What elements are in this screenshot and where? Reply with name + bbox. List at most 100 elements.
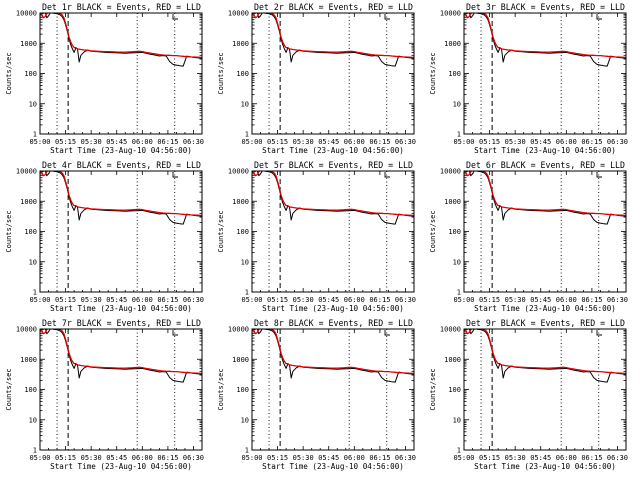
y-tick-label: 1000 bbox=[232, 356, 249, 364]
x-tick-label: 06:00 bbox=[132, 138, 153, 146]
interval-marker bbox=[172, 330, 179, 336]
x-tick-label: 05:30 bbox=[293, 296, 314, 304]
x-axis-label: Start Time (23-Aug-10 04:56:00) bbox=[50, 462, 192, 471]
x-axis-label: Start Time (23-Aug-10 04:56:00) bbox=[50, 146, 192, 155]
y-axis-label: Counts/sec bbox=[217, 210, 225, 252]
y-tick-label: 100 bbox=[236, 386, 249, 394]
lld-series-line bbox=[464, 329, 626, 375]
x-tick-label: 05:45 bbox=[530, 138, 551, 146]
y-tick-label: 1 bbox=[245, 447, 249, 455]
lld-series-line bbox=[252, 329, 414, 375]
lld-series-line bbox=[464, 13, 626, 59]
panel-title: Det 8r BLACK = Events, RED = LLD bbox=[254, 319, 413, 329]
x-tick-label: 05:45 bbox=[530, 454, 551, 462]
series-group bbox=[40, 171, 202, 225]
x-tick-label: 06:30 bbox=[183, 454, 204, 462]
x-tick-label: 05:15 bbox=[55, 296, 76, 304]
y-tick-label: 1000 bbox=[20, 356, 37, 364]
x-tick-label: 05:45 bbox=[106, 296, 127, 304]
y-tick-label: 10 bbox=[29, 100, 37, 108]
x-tick-label: 06:00 bbox=[132, 296, 153, 304]
y-tick-label: 10 bbox=[29, 416, 37, 424]
y-tick-label: 10 bbox=[453, 100, 461, 108]
x-tick-label: 05:15 bbox=[55, 138, 76, 146]
x-tick-label: 06:15 bbox=[157, 296, 178, 304]
x-tick-label: 05:30 bbox=[293, 454, 314, 462]
panel-title: Det 9r BLACK = Events, RED = LLD bbox=[466, 319, 625, 329]
x-tick-label: 06:00 bbox=[556, 296, 577, 304]
x-tick-label: 06:15 bbox=[581, 138, 602, 146]
x-tick-label: 06:30 bbox=[183, 138, 204, 146]
x-axis-label: Start Time (23-Aug-10 04:56:00) bbox=[50, 304, 192, 313]
series-group bbox=[464, 13, 626, 67]
y-tick-label: 1000 bbox=[232, 40, 249, 48]
x-tick-label: 05:00 bbox=[29, 138, 50, 146]
detector-panel: 1 10 100 1000 10000 05:00 05:15 05:30 05:45 06:00… bbox=[429, 161, 628, 313]
series-group bbox=[252, 13, 414, 67]
y-tick-label: 10000 bbox=[16, 10, 37, 18]
interval-marker bbox=[596, 172, 603, 178]
x-tick-label: 05:00 bbox=[29, 454, 50, 462]
x-axis-label: Start Time (23-Aug-10 04:56:00) bbox=[262, 146, 404, 155]
x-tick-label: 06:00 bbox=[344, 454, 365, 462]
x-tick-label: 05:45 bbox=[106, 138, 127, 146]
y-tick-label: 100 bbox=[448, 228, 461, 236]
y-tick-label: 10 bbox=[453, 258, 461, 266]
x-axis-label: Start Time (23-Aug-10 04:56:00) bbox=[474, 304, 616, 313]
y-tick-label: 10 bbox=[241, 258, 249, 266]
x-tick-label: 05:45 bbox=[318, 296, 339, 304]
plot-frame bbox=[463, 170, 627, 293]
interval-marker bbox=[596, 330, 603, 336]
y-axis-label: Counts/sec bbox=[429, 210, 437, 252]
x-tick-label: 05:00 bbox=[241, 454, 262, 462]
x-tick-label: 05:15 bbox=[479, 138, 500, 146]
x-tick-label: 05:00 bbox=[29, 296, 50, 304]
y-tick-label: 10000 bbox=[16, 326, 37, 334]
y-tick-label: 1000 bbox=[232, 198, 249, 206]
x-tick-label: 05:30 bbox=[505, 138, 526, 146]
y-tick-label: 100 bbox=[236, 70, 249, 78]
y-tick-label: 1000 bbox=[20, 198, 37, 206]
detector-panel: 1 10 100 1000 10000 05:00 05:15 05:30 05:45 06:00… bbox=[429, 3, 628, 155]
lld-series-line bbox=[40, 13, 202, 59]
plot-frame bbox=[251, 170, 415, 293]
y-axis-label: Counts/sec bbox=[5, 368, 13, 410]
plot-frame bbox=[251, 12, 415, 135]
lld-series-line bbox=[40, 329, 202, 375]
y-axis-label: Counts/sec bbox=[217, 52, 225, 94]
x-tick-label: 06:15 bbox=[369, 454, 390, 462]
y-tick-label: 10 bbox=[241, 100, 249, 108]
x-tick-label: 05:00 bbox=[453, 138, 474, 146]
panel-title: Det 4r BLACK = Events, RED = LLD bbox=[42, 161, 201, 171]
y-tick-label: 10000 bbox=[16, 168, 37, 176]
series-group bbox=[464, 171, 626, 225]
plot-frame bbox=[39, 170, 203, 293]
detector-panel: 1 10 100 1000 10000 05:00 05:15 05:30 05:45 06:00… bbox=[5, 319, 204, 471]
series-group bbox=[40, 13, 202, 67]
series-group bbox=[252, 171, 414, 225]
x-tick-label: 06:00 bbox=[556, 138, 577, 146]
y-tick-label: 10000 bbox=[440, 168, 461, 176]
y-tick-label: 10000 bbox=[228, 10, 249, 18]
x-tick-label: 06:30 bbox=[395, 138, 416, 146]
y-axis-label: Counts/sec bbox=[217, 368, 225, 410]
interval-marker bbox=[596, 14, 603, 20]
x-tick-label: 05:00 bbox=[453, 296, 474, 304]
lld-series-line bbox=[40, 171, 202, 217]
y-tick-label: 1 bbox=[33, 289, 37, 297]
x-tick-label: 06:30 bbox=[607, 454, 628, 462]
plot-frame bbox=[463, 12, 627, 135]
interval-marker bbox=[172, 172, 179, 178]
panel-title: Det 7r BLACK = Events, RED = LLD bbox=[42, 319, 201, 329]
panel-title: Det 6r BLACK = Events, RED = LLD bbox=[466, 161, 625, 171]
detector-panel: 1 10 100 1000 10000 05:00 05:15 05:30 05:45 06:00… bbox=[217, 3, 416, 155]
x-tick-label: 06:15 bbox=[369, 138, 390, 146]
panel-title: Det 5r BLACK = Events, RED = LLD bbox=[254, 161, 413, 171]
y-tick-label: 100 bbox=[24, 228, 37, 236]
y-tick-label: 10 bbox=[453, 416, 461, 424]
x-tick-label: 05:45 bbox=[106, 454, 127, 462]
x-axis-label: Start Time (23-Aug-10 04:56:00) bbox=[474, 146, 616, 155]
lld-series-line bbox=[252, 171, 414, 217]
series-group bbox=[40, 329, 202, 383]
y-tick-label: 100 bbox=[24, 386, 37, 394]
